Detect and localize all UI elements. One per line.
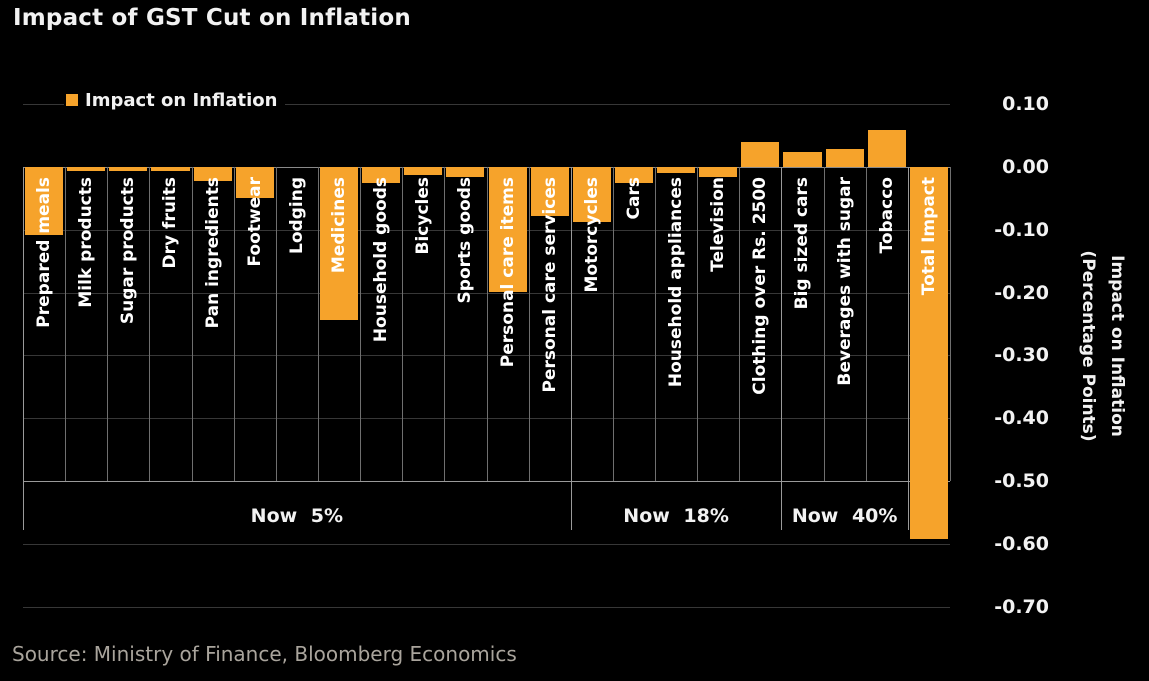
column-separator [65, 167, 67, 481]
group-boundary-line [570, 167, 572, 530]
y-axis-title: Impact on Inflation (Percentage Points) [1071, 221, 1131, 471]
bar-dry-fruits [151, 167, 190, 171]
column-separator [444, 167, 446, 481]
column-separator [528, 167, 530, 481]
y-tick-label--0.70: -0.70 [994, 596, 1049, 618]
category-label: Television [708, 177, 729, 272]
category-label: Personal care services [539, 177, 560, 393]
category-label: Dry fruits [160, 177, 181, 269]
bar-sugar-products [109, 167, 148, 171]
column-separator [950, 167, 951, 481]
group-label-now-5-: Now 5% [250, 505, 344, 527]
chart-title: Impact of GST Cut on Inflation [13, 5, 411, 31]
category-label: Personal care items [497, 177, 518, 368]
column-separator [823, 167, 825, 481]
source-note: Source: Ministry of Finance, Bloomberg E… [12, 642, 517, 666]
bar-personal-care-items [488, 167, 527, 292]
bar-clothing-over-rs-2500 [741, 141, 780, 167]
legend: Impact on Inflation [64, 87, 286, 113]
y-tick-label-0.00: 0.00 [1002, 156, 1049, 178]
category-label: Medicines [328, 177, 349, 274]
bar-motorcycles [572, 167, 611, 222]
column-separator [360, 167, 362, 481]
bar-footwear [235, 167, 274, 199]
bar-television [699, 167, 738, 178]
group-label-now-40-: Now 40% [791, 505, 898, 527]
category-label: Big sized cars [792, 177, 813, 310]
category-label: Household goods [371, 177, 392, 343]
bar-cars [614, 167, 654, 183]
y-axis-title-line2: (Percentage Points) [1078, 250, 1098, 442]
y-axis-title-line1: Impact on Inflation [1107, 255, 1127, 437]
gridline--0.60 [23, 544, 950, 545]
group-boundary-line [907, 167, 909, 530]
column-separator [655, 167, 657, 481]
bar-milk-products [67, 167, 106, 171]
category-label: Sugar products [118, 177, 139, 325]
legend-label: Impact on Inflation [85, 89, 278, 111]
category-label: Lodging [286, 177, 307, 254]
column-separator [149, 167, 151, 481]
gridline--0.70 [23, 607, 950, 608]
bar-household-appliances [657, 167, 696, 174]
column-separator [275, 167, 277, 481]
y-tick-label--0.50: -0.50 [994, 470, 1049, 492]
column-separator [233, 167, 235, 481]
column-separator [612, 167, 614, 481]
bar-total-impact [909, 167, 948, 539]
column-separator [486, 167, 488, 481]
category-label: Clothing over Rs. 2500 [750, 177, 771, 395]
bar-personal-care-services [530, 167, 569, 216]
y-tick-label-0.10: 0.10 [1002, 93, 1049, 115]
column-separator [317, 167, 319, 481]
y-tick-label--0.20: -0.20 [994, 282, 1049, 304]
bar-medicines [319, 167, 359, 321]
column-separator [739, 167, 741, 481]
y-tick-label--0.60: -0.60 [994, 533, 1049, 555]
category-label: Total Impact [918, 177, 939, 296]
bar-big-sized-cars [783, 151, 822, 167]
category-label: Bicycles [413, 177, 434, 255]
category-label: Pan ingredients [202, 177, 223, 329]
bar-household-goods [362, 167, 401, 184]
bar-tobacco [867, 129, 906, 167]
group-label-now-18-: Now 18% [623, 505, 729, 527]
category-label: Footwear [244, 177, 265, 267]
gridline--0.50 [23, 481, 950, 482]
column-separator [107, 167, 109, 481]
column-separator [865, 167, 867, 481]
bar-beverages-with-sugar [825, 148, 864, 167]
column-separator [697, 167, 699, 481]
category-label: Cars [623, 177, 644, 220]
category-label: Milk products [76, 177, 97, 308]
category-label: Beverages with sugar [834, 177, 855, 386]
gridline-0.10 [23, 104, 950, 105]
bar-sports-goods [446, 167, 485, 178]
legend-swatch-icon [66, 94, 78, 106]
bar-prepared-meals [25, 167, 64, 235]
bar-bicycles [404, 167, 443, 175]
y-tick-label--0.40: -0.40 [994, 407, 1049, 429]
group-boundary-line [781, 167, 783, 530]
category-label: Motorcycles [581, 177, 602, 293]
bar-pan-ingredients [193, 167, 232, 181]
category-label: Prepared meals [34, 177, 54, 328]
category-label: Tobacco [876, 177, 897, 254]
y-tick-label--0.10: -0.10 [994, 219, 1049, 241]
category-label: Household appliances [666, 177, 687, 388]
category-label: Sports goods [455, 177, 476, 304]
column-separator [402, 167, 404, 481]
group-boundary-line [23, 167, 24, 530]
y-tick-label--0.30: -0.30 [994, 344, 1049, 366]
column-separator [191, 167, 193, 481]
